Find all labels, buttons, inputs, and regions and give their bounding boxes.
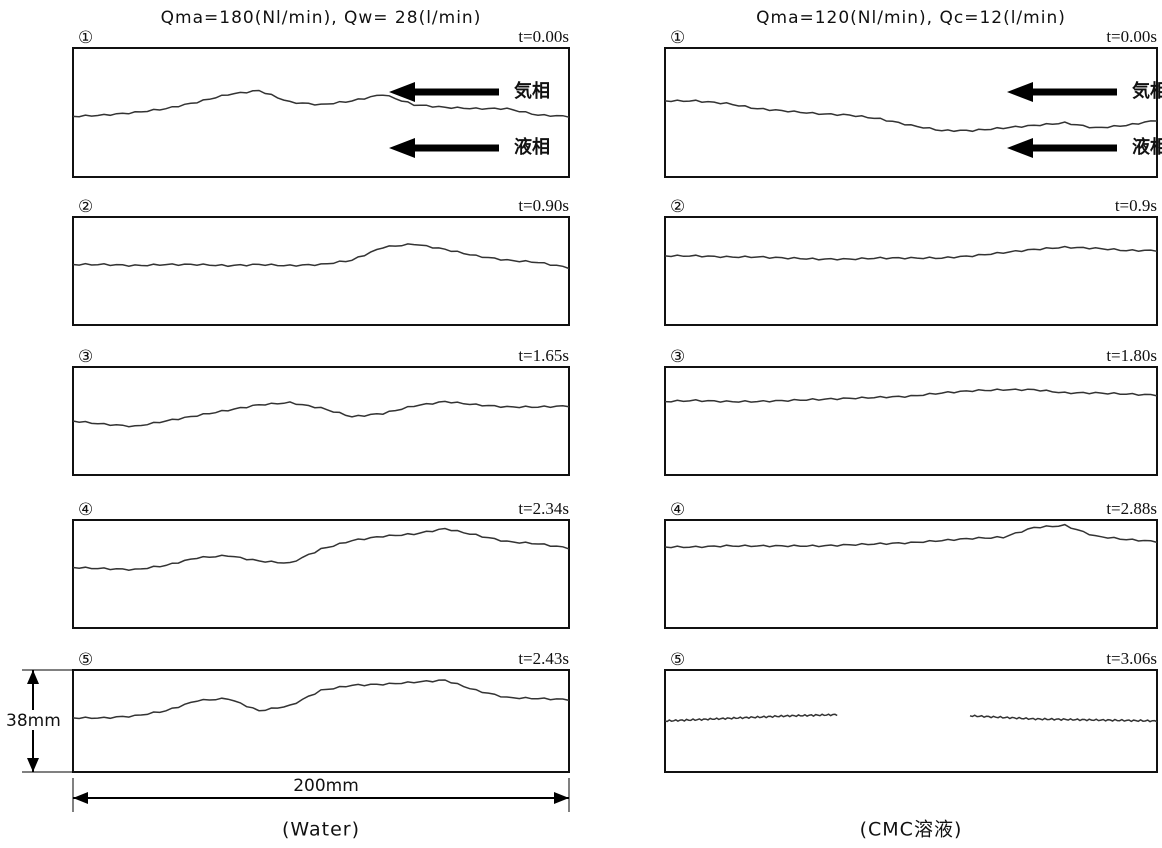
panel-number: ⑤	[78, 650, 93, 670]
flow-arrowhead	[389, 82, 415, 102]
interface-line	[72, 400, 570, 428]
interface-line	[72, 679, 570, 720]
interface-line	[664, 245, 1158, 261]
panel-frame	[72, 47, 570, 178]
panel-time: t=1.80s	[1106, 346, 1157, 365]
panel-number: ④	[670, 500, 685, 520]
panel-number: ③	[670, 347, 685, 367]
column-header: Qma=120(Nl/min), Qc=12(l/min)	[756, 8, 1066, 28]
panel-time: t=0.9s	[1115, 196, 1157, 215]
panel-time: t=3.06s	[1106, 649, 1157, 668]
interface-line	[72, 89, 570, 118]
panel-number: ③	[78, 347, 93, 367]
interface-line	[969, 714, 1158, 723]
flow-arrowhead	[1007, 138, 1033, 158]
panel-frame	[664, 669, 1158, 773]
panel-frame	[72, 366, 570, 476]
panel-time: t=2.43s	[518, 649, 569, 668]
panel-number: ①	[78, 28, 93, 48]
phase-label: 液相	[1132, 136, 1162, 158]
column-header: Qma=180(Nl/min), Qw= 28(l/min)	[161, 8, 482, 28]
panel-number: ①	[670, 28, 685, 48]
panel-frame	[664, 216, 1158, 326]
panel-time: t=0.00s	[518, 27, 569, 46]
flow-arrowhead	[1007, 82, 1033, 102]
interface-line	[72, 527, 570, 571]
interface-line	[664, 523, 1158, 549]
flow-arrowhead	[389, 138, 415, 158]
panel-frame	[664, 519, 1158, 629]
panel-time: t=2.34s	[518, 499, 569, 518]
interface-line	[664, 99, 1158, 133]
column-caption: (CMC溶液)	[860, 819, 963, 841]
width-label: 200mm	[293, 776, 359, 796]
panel-frame	[72, 669, 570, 773]
panel-number: ⑤	[670, 650, 685, 670]
panel-time: t=0.00s	[1106, 27, 1157, 46]
panel-time: t=0.90s	[518, 196, 569, 215]
label-bg	[4, 710, 52, 730]
panel-number: ②	[78, 197, 93, 217]
panel-frame	[72, 216, 570, 326]
phase-label: 気相	[514, 80, 550, 102]
interface-line	[664, 713, 838, 723]
panel-frame	[72, 519, 570, 629]
interface-line	[72, 243, 570, 270]
interface-line	[664, 388, 1158, 403]
panel-number: ④	[78, 500, 93, 520]
panel-number: ②	[670, 197, 685, 217]
column-caption: (Water)	[282, 819, 360, 841]
phase-label: 気相	[1132, 80, 1162, 102]
panel-frame	[664, 47, 1158, 178]
panel-time: t=2.88s	[1106, 499, 1157, 518]
panel-frame	[664, 366, 1158, 476]
panel-time: t=1.65s	[518, 346, 569, 365]
phase-label: 液相	[514, 136, 550, 158]
height-label: 38mm	[6, 711, 61, 731]
